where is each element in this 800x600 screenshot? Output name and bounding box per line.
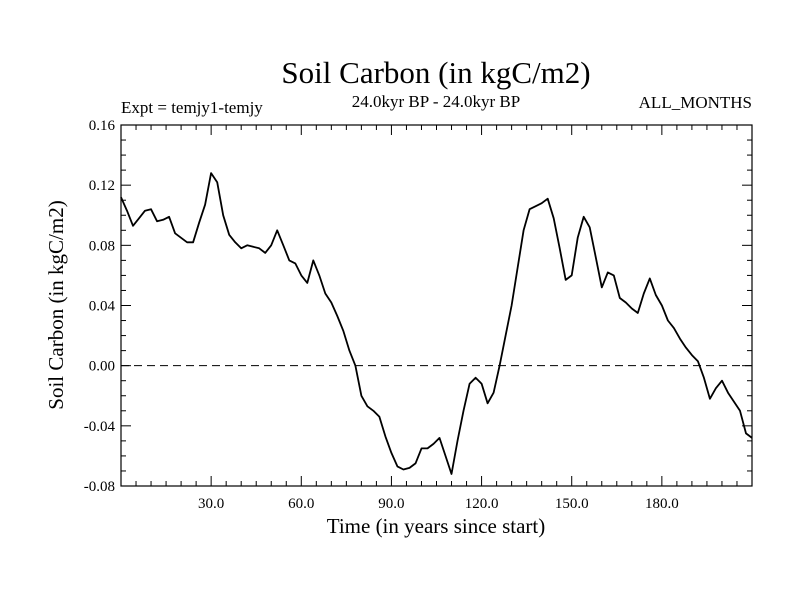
y-tick-label: -0.04: [84, 419, 116, 435]
plot-area: 30.0 60.0 90.0 120.0 150.0 180.0 -0.08 -0.04 0.0…: [84, 118, 753, 512]
series-line-soil-carbon: [120, 172, 753, 475]
y-tick-label: 0.04: [89, 299, 116, 315]
y-axis-label: Soil Carbon (in kgC/m2): [44, 200, 68, 409]
x-tick-label: 120.0: [465, 496, 499, 512]
chart-subtitle: 24.0kyr BP - 24.0kyr BP: [352, 92, 520, 111]
months-note: ALL_MONTHS: [639, 93, 752, 112]
x-tick-label: 90.0: [378, 496, 404, 512]
x-axis-label: Time (in years since start): [327, 514, 546, 538]
x-tick-label: 150.0: [555, 496, 589, 512]
y-tick-label: -0.08: [84, 479, 115, 495]
y-tick-label: 0.12: [89, 178, 115, 194]
x-tick-label: 180.0: [645, 496, 679, 512]
y-tick-label: 0.00: [89, 359, 115, 375]
x-tick-label: 60.0: [288, 496, 314, 512]
chart-title: Soil Carbon (in kgC/m2): [281, 55, 590, 90]
experiment-note: Expt = temjy1-temjy: [121, 98, 263, 117]
plot-frame: [120, 124, 753, 487]
y-tick-label: 0.08: [89, 238, 115, 254]
x-tick-label: 30.0: [198, 496, 224, 512]
y-tick-label: 0.16: [89, 118, 116, 134]
